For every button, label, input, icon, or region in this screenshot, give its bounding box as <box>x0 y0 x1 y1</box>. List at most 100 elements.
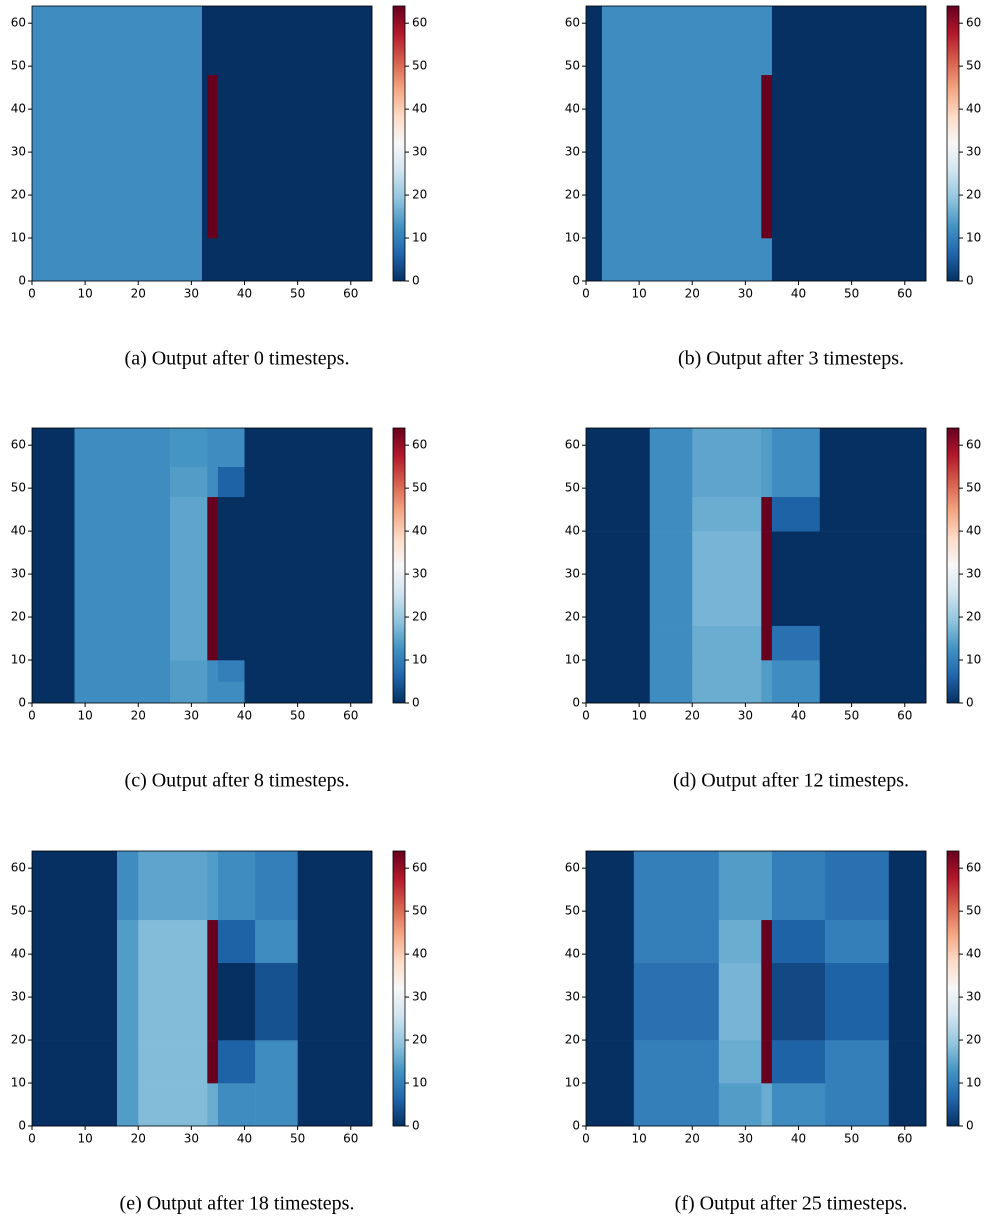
colorbar-tick-label: 60 <box>412 16 427 30</box>
heatmap-cell <box>771 660 821 704</box>
heatmap-cell <box>586 851 635 921</box>
y-tick-label: 10 <box>11 653 26 667</box>
heatmap-cell <box>207 428 219 467</box>
x-tick-label: 50 <box>844 287 859 301</box>
heatmap-cell <box>888 919 927 964</box>
heatmap-cell <box>117 919 139 964</box>
heatmap-cell <box>771 531 821 626</box>
x-tick-label: 60 <box>897 709 912 723</box>
heatmap-cell <box>32 851 118 921</box>
heatmap-cell <box>217 428 245 467</box>
heatmap-cell <box>207 681 219 704</box>
colorbar-tick-label: 40 <box>412 947 427 961</box>
x-tick-label: 10 <box>631 1132 646 1146</box>
heatmap-cell <box>217 238 373 282</box>
x-tick-label: 40 <box>237 287 252 301</box>
heatmap-cell <box>601 238 762 282</box>
y-tick-label: 20 <box>565 188 580 202</box>
heatmap-cell <box>819 428 927 498</box>
heatmap-cell <box>207 496 219 661</box>
heatmap-cell <box>586 6 603 76</box>
y-tick-label: 50 <box>565 59 580 73</box>
y-tick-label: 50 <box>565 904 580 918</box>
heatmap-cell <box>297 962 373 1041</box>
heatmap-cell <box>32 660 75 682</box>
y-tick-label: 10 <box>11 231 26 245</box>
colorbar <box>946 427 960 704</box>
x-tick-label: 20 <box>685 709 700 723</box>
heatmap-cell <box>825 919 890 964</box>
heatmap-cell <box>217 466 245 498</box>
heatmap-cell <box>74 660 171 682</box>
y-tick-label: 30 <box>11 145 26 159</box>
heatmap-cell <box>761 660 773 704</box>
x-tick-label: 40 <box>237 709 252 723</box>
heatmap-cell <box>32 496 75 661</box>
x-tick-label: 20 <box>131 1132 146 1146</box>
x-tick-label: 0 <box>28 709 36 723</box>
colorbar-tick-label: 30 <box>412 567 427 581</box>
heatmap-cell <box>297 1040 373 1084</box>
heatmap-cell <box>633 851 720 921</box>
x-tick-label: 0 <box>28 1132 36 1146</box>
y-tick-label: 60 <box>11 861 26 875</box>
y-tick-label: 0 <box>572 1119 580 1133</box>
heatmap-cell <box>586 74 603 239</box>
x-tick-label: 0 <box>582 709 590 723</box>
x-tick-label: 50 <box>844 709 859 723</box>
axes-frame <box>31 427 373 704</box>
heatmap-cell <box>888 962 927 1041</box>
heatmap-cell <box>138 1040 208 1084</box>
x-tick-label: 10 <box>77 287 92 301</box>
heatmap-cell <box>825 1040 890 1084</box>
heatmap-cell <box>771 625 821 661</box>
heatmap-cell <box>649 531 693 626</box>
colorbar-tick-label: 30 <box>966 567 981 581</box>
heatmap-cell <box>207 466 219 498</box>
y-tick-label: 40 <box>565 947 580 961</box>
x-tick-label: 40 <box>791 287 806 301</box>
heatmap-cell <box>649 428 693 498</box>
heatmap-cell <box>207 919 219 964</box>
heatmap-cell <box>32 238 203 282</box>
y-tick-label: 40 <box>11 524 26 538</box>
colorbar-tick-label: 20 <box>412 1033 427 1047</box>
y-tick-label: 10 <box>565 1076 580 1090</box>
colorbar-tick-label: 30 <box>966 145 981 159</box>
heatmap-cell <box>761 6 773 76</box>
y-tick-label: 60 <box>565 16 580 30</box>
heatmap-cell <box>217 1083 256 1127</box>
axes-frame <box>585 427 927 704</box>
heatmap-cell <box>297 851 373 921</box>
x-tick-label: 50 <box>290 1132 305 1146</box>
colorbar-tick-label: 20 <box>966 1033 981 1047</box>
y-tick-label: 50 <box>11 904 26 918</box>
x-tick-label: 10 <box>631 709 646 723</box>
heatmap-cell <box>601 74 762 239</box>
x-tick-label: 60 <box>343 709 358 723</box>
heatmap-cell <box>888 1083 927 1127</box>
colorbar-tick-label: 0 <box>412 696 420 710</box>
heatmap-cell <box>771 428 821 498</box>
heatmap-cell <box>117 962 139 1041</box>
heatmap-cell <box>771 74 927 239</box>
colorbar-tick-label: 0 <box>412 274 420 288</box>
x-tick-label: 10 <box>631 287 646 301</box>
y-tick-label: 40 <box>565 524 580 538</box>
heatmap-cell <box>207 1040 219 1084</box>
caption: (c) Output after 8 timesteps. <box>125 770 350 792</box>
heatmap-cell <box>32 74 203 239</box>
heatmap-cell <box>771 919 826 964</box>
heatmap-cell <box>819 625 927 661</box>
heatmap-cell <box>819 531 927 626</box>
y-tick-label: 30 <box>11 990 26 1004</box>
x-tick-label: 30 <box>184 709 199 723</box>
x-tick-label: 40 <box>791 709 806 723</box>
heatmap-cell <box>586 531 651 626</box>
colorbar-tick-label: 10 <box>966 231 981 245</box>
heatmap-cell <box>649 496 693 532</box>
y-tick-label: 20 <box>11 610 26 624</box>
heatmap-cell <box>217 6 373 76</box>
heatmap-cell <box>761 962 773 1041</box>
heatmap-cell <box>202 74 208 239</box>
